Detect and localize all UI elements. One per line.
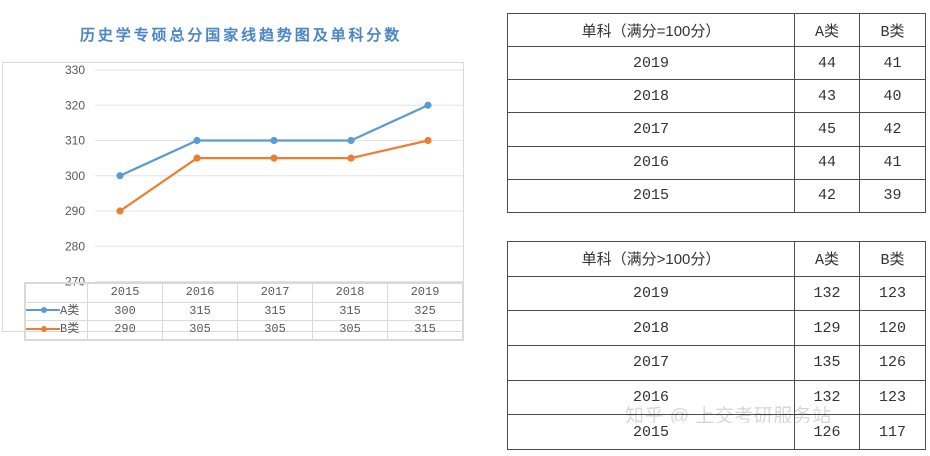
- svg-text:300: 300: [65, 169, 85, 183]
- svg-text:330: 330: [65, 63, 85, 77]
- svg-text:280: 280: [65, 239, 85, 253]
- svg-text:310: 310: [65, 134, 85, 148]
- svg-text:320: 320: [65, 98, 85, 112]
- svg-text:290: 290: [65, 204, 85, 218]
